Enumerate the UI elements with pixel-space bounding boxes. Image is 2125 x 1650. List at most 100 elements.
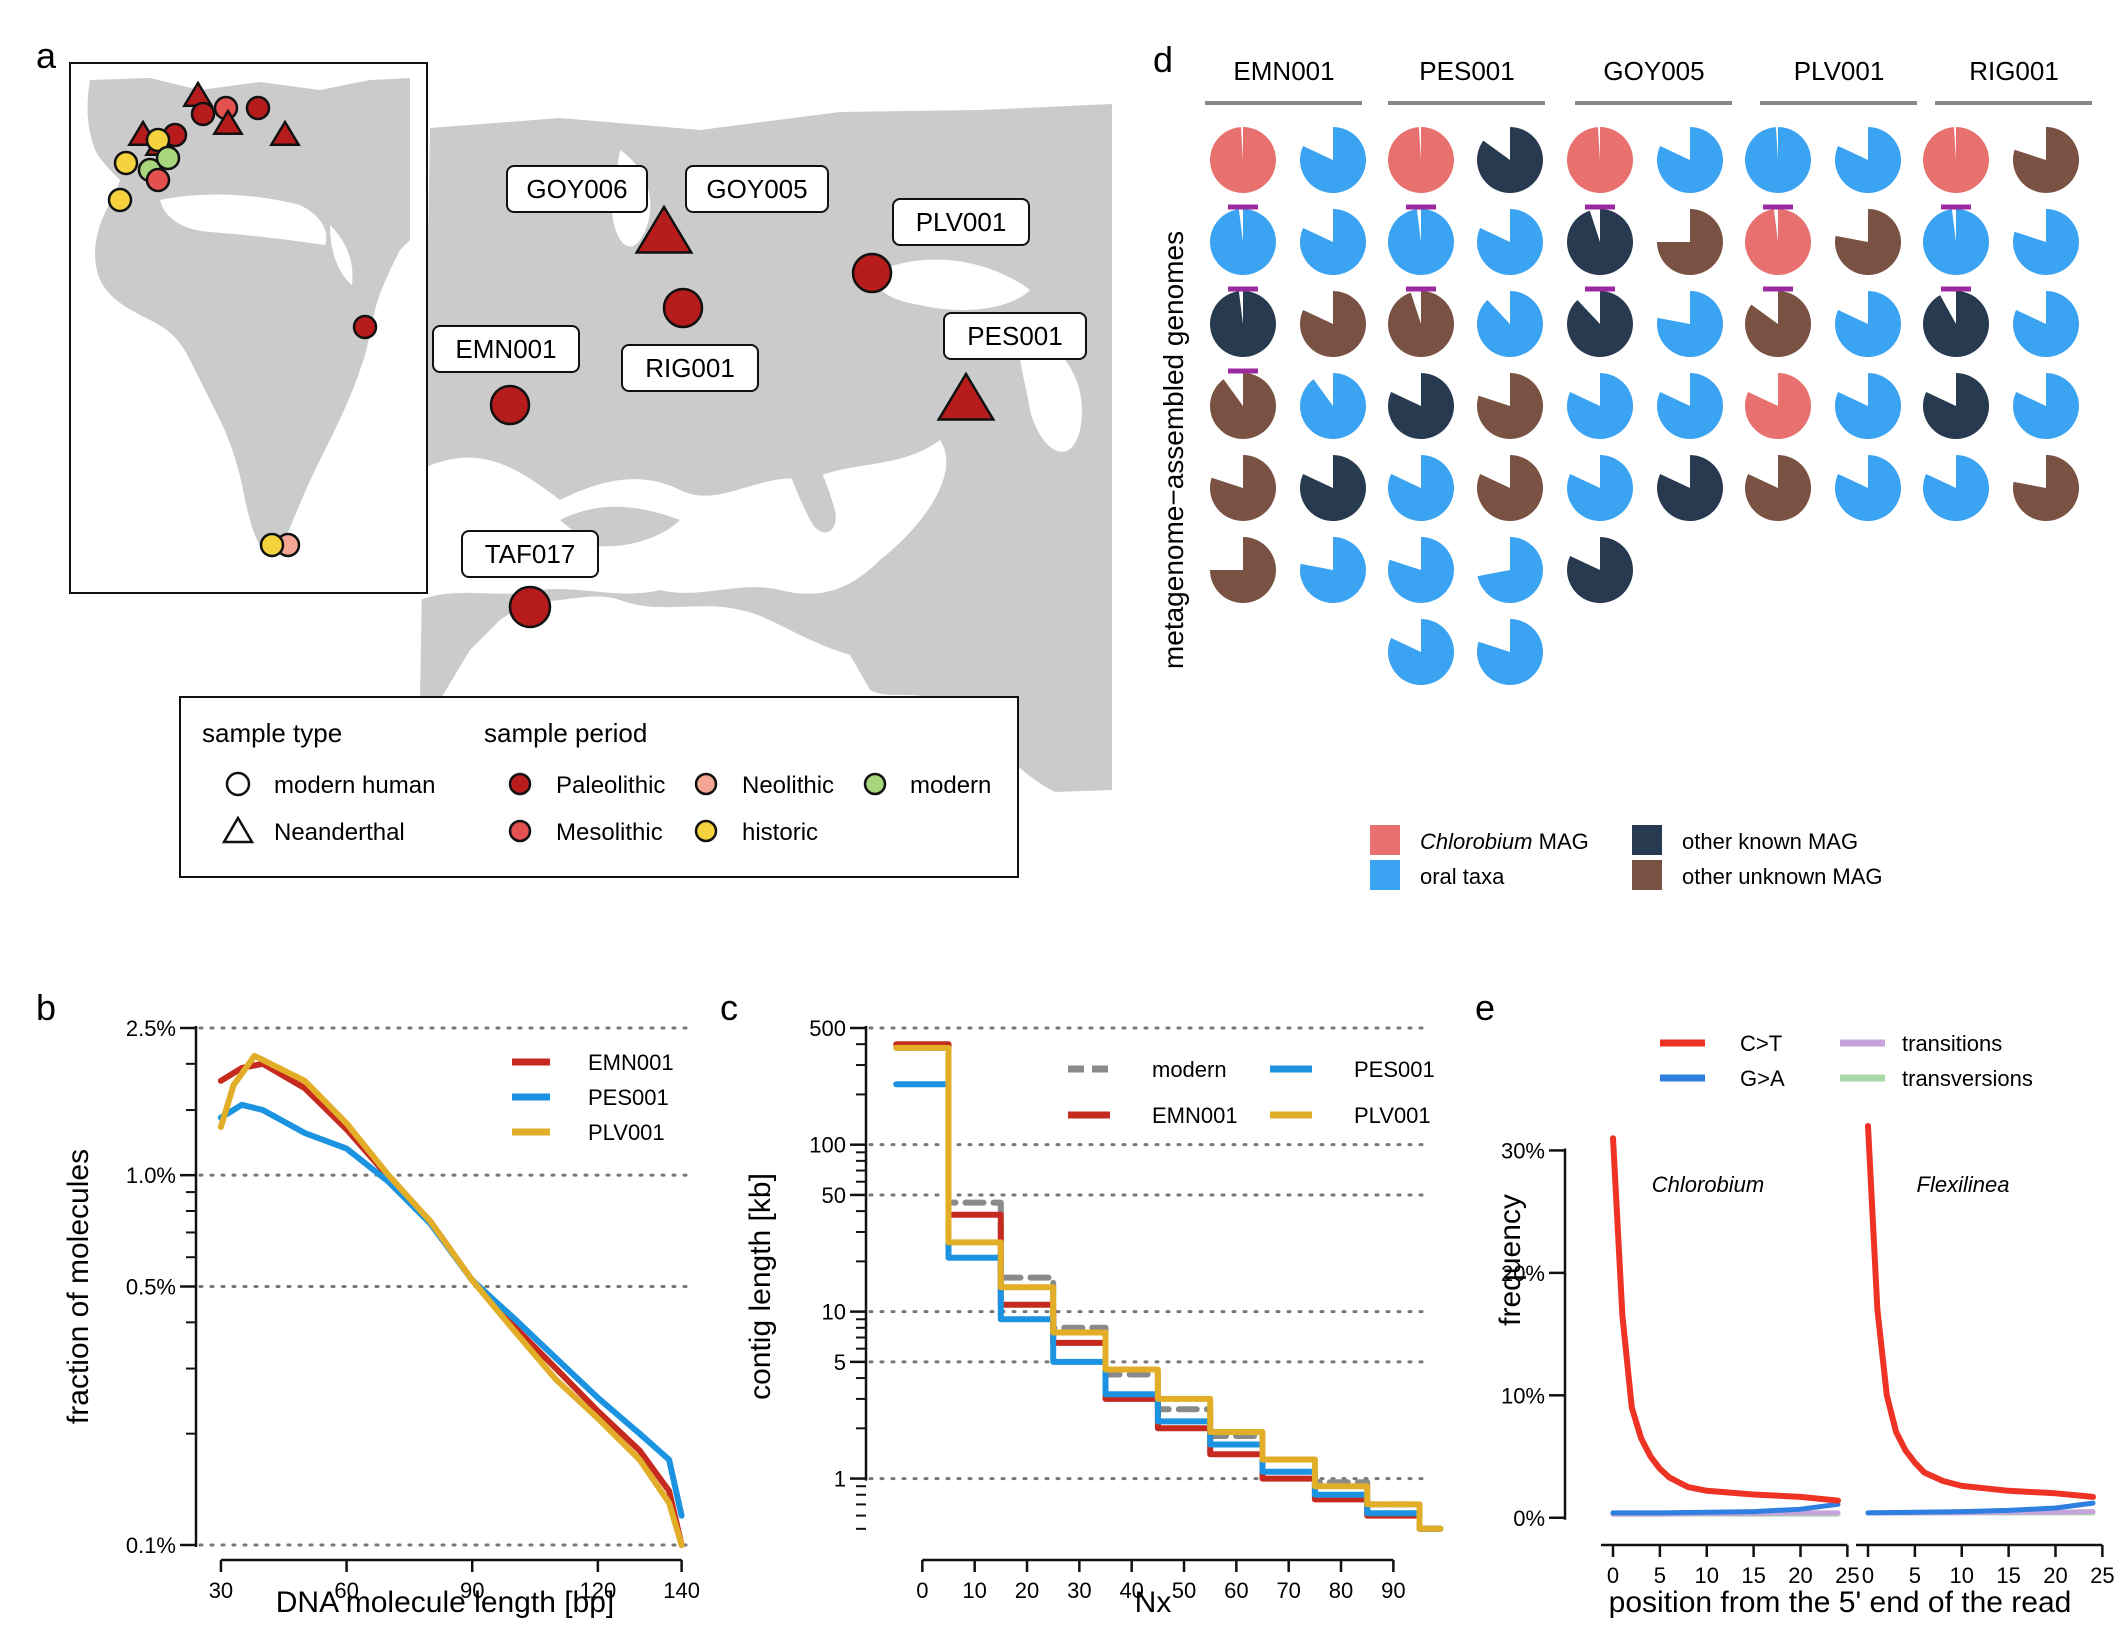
c-x-tick-label: 0 — [916, 1578, 928, 1603]
d-legend-chlorobium: Chlorobium MAG — [1420, 829, 1589, 854]
d-pie-other_known — [1210, 291, 1277, 358]
d-pie-oral — [1477, 209, 1544, 275]
d-pie-other_known — [1923, 291, 1989, 357]
e-y-tick-label: 30% — [1501, 1138, 1545, 1163]
d-pie-oral — [1922, 209, 1989, 276]
inset-marker-circle — [190, 101, 216, 127]
d-pie-other_known — [1300, 455, 1366, 521]
d-pie-oral — [1300, 208, 1366, 275]
b-legend-EMN001: EMN001 — [588, 1050, 674, 1075]
b-x-tick-label: 90 — [460, 1578, 484, 1603]
b-x-axis-label: DNA molecule length [bp] — [276, 1586, 615, 1619]
b-x-tick-label: 140 — [663, 1578, 700, 1603]
b-x-tick-label: 120 — [580, 1578, 617, 1603]
e-facet-label-chlorobium: Chlorobium — [1652, 1172, 1765, 1197]
c-y-tick-label: 50 — [822, 1183, 846, 1208]
map-label-rig001: RIG001 — [645, 353, 735, 383]
e-facet1-x-tick-label: 0 — [1862, 1563, 1874, 1588]
b-series-PLV001 — [217, 1053, 685, 1548]
map-legend: sample type sample period modern human N… — [179, 696, 1019, 878]
b-legend-PLV001: PLV001 — [588, 1120, 665, 1145]
b-y-tick-label: 1.0% — [126, 1163, 176, 1188]
legend-period-historic: historic — [742, 819, 818, 846]
map-label-box — [892, 198, 1030, 246]
e-1-series-G>A — [1865, 1500, 2096, 1516]
d-pie-other_known — [1388, 373, 1454, 440]
length-distribution-chart: 0.1% 0.5% 1.0% 2.5% 30 60 90 120 140 DNA molecule… — [62, 1016, 700, 1619]
e-legend-gtoa: G>A — [1740, 1066, 1785, 1091]
map-label-box — [506, 165, 648, 213]
d-pie-other_unknown — [2013, 455, 2079, 521]
d-pie-other_known — [1477, 127, 1544, 193]
inset-marker-triangle — [269, 119, 301, 146]
d-legend-other_unknown: other unknown MAG — [1682, 864, 1883, 889]
legend-period-neolithic: Neolithic — [742, 772, 834, 799]
b-x-tick-label: 60 — [334, 1578, 358, 1603]
b-x-tick-label: 30 — [209, 1578, 233, 1603]
panel-letter-a: a — [36, 35, 57, 76]
d-legend-oral: oral taxa — [1420, 864, 1505, 889]
legend-period-modern: modern — [910, 772, 991, 799]
d-pie-chlorobium — [1922, 127, 1990, 194]
d-pie-chlorobium — [1387, 127, 1454, 194]
d-pie-other_known — [1567, 291, 1633, 358]
d-pie-oral — [1835, 127, 1902, 193]
c-y-axis-label: contig length [kb] — [744, 1173, 777, 1400]
inset-marker-circle — [155, 145, 181, 171]
d-pie-oral — [1300, 127, 1366, 193]
d-pie-other_unknown — [1209, 373, 1276, 440]
marker-emn001 — [489, 384, 531, 426]
d-pie-chlorobium — [1209, 127, 1276, 194]
map-label-box — [685, 165, 829, 213]
d-pie-oral — [1744, 127, 1812, 194]
e-x-axis-label: position from the 5' end of the read — [1609, 1586, 2072, 1619]
d-pie-other_known — [1566, 209, 1634, 276]
e-facet1-x-tick-label: 20 — [2043, 1563, 2067, 1588]
legend-type-modern-human: modern human — [274, 772, 435, 799]
e-facet1-x-tick-label: 5 — [1909, 1563, 1921, 1588]
c-x-tick-label: 70 — [1276, 1578, 1300, 1603]
d-pie-oral — [1835, 291, 1902, 357]
d-pie-oral — [1210, 209, 1276, 275]
map-label-box — [432, 325, 580, 373]
d-pie-oral — [1476, 619, 1543, 685]
e-facet0-x-tick-label: 0 — [1607, 1563, 1619, 1588]
c-series-PLV001 — [893, 1044, 1444, 1532]
e-facet1-x-tick-label: 25 — [2090, 1563, 2114, 1588]
e-y-tick-label: 0% — [1513, 1506, 1545, 1531]
e-facet-label-flexilinea: Flexilinea — [1917, 1172, 2010, 1197]
c-legend-PLV001: PLV001 — [1354, 1103, 1431, 1128]
c-y-tick-label: 5 — [834, 1350, 846, 1375]
e-facet1-x-tick-label: 10 — [1950, 1563, 1974, 1588]
d-pie-oral — [2013, 291, 2080, 358]
e-facet1-x-tick-label: 15 — [1996, 1563, 2020, 1588]
d-pie-other_unknown — [1388, 291, 1454, 358]
c-x-tick-label: 50 — [1172, 1578, 1196, 1603]
c-y-tick-label: 100 — [809, 1133, 846, 1158]
d-pie-oral — [1567, 455, 1634, 521]
d-pie-other_unknown — [1477, 455, 1544, 521]
d-pie-other_unknown — [1210, 537, 1276, 603]
e-facet0-x-tick-label: 10 — [1695, 1563, 1719, 1588]
d-pie-oral — [1388, 209, 1454, 276]
b-series-PES001 — [217, 1101, 685, 1519]
d-pie-oral — [2013, 209, 2080, 276]
mag-pie-grid: metagenome−assembled genomes EMN001 PES001… — [1158, 56, 2092, 890]
damage-pattern-chart: 0% 10% 20% 30% frequency position from the 5'… — [1494, 1031, 2115, 1619]
d-pie-chlorobium — [1745, 209, 1811, 275]
c-x-tick-label: 10 — [962, 1578, 986, 1603]
marker-rig001 — [662, 287, 704, 329]
c-x-tick-label: 30 — [1067, 1578, 1091, 1603]
b-y-tick-label: 0.1% — [126, 1533, 176, 1558]
legend-sample-period-title: sample period — [484, 718, 647, 748]
d-pie-oral — [1299, 373, 1366, 440]
c-legend-PES001: PES001 — [1354, 1057, 1435, 1082]
map-label-taf017: TAF017 — [485, 539, 576, 569]
e-y-axis-label: frequency — [1494, 1194, 1527, 1326]
d-y-axis-label: metagenome−assembled genomes — [1158, 231, 1189, 669]
panel-letter-b: b — [36, 987, 56, 1028]
legend-period-mesolithic: Mesolithic — [556, 819, 663, 846]
e-legend-transversions: transversions — [1902, 1066, 2033, 1091]
d-pie-oral — [1567, 373, 1634, 440]
marker-goy-triangle — [634, 204, 694, 254]
